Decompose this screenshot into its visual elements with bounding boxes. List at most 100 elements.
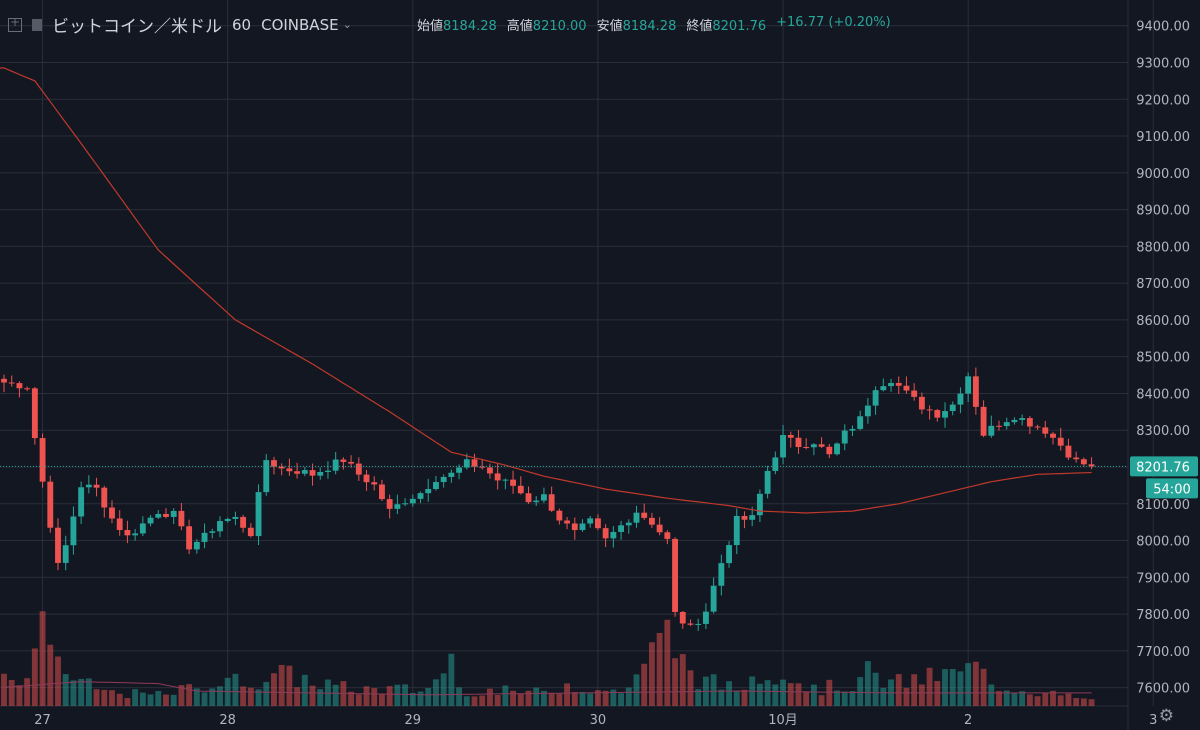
moving-average-line bbox=[0, 67, 1092, 514]
candle-body bbox=[247, 527, 254, 537]
candle-body bbox=[301, 470, 308, 474]
candle-body bbox=[224, 518, 231, 522]
volume-bar bbox=[710, 674, 717, 706]
volume-bar bbox=[625, 687, 632, 706]
volume-bar bbox=[109, 690, 115, 706]
candle-body bbox=[39, 438, 46, 482]
candle-body bbox=[340, 459, 347, 462]
volume-bar bbox=[1003, 690, 1010, 706]
candle-body bbox=[494, 473, 501, 481]
candle-body bbox=[787, 434, 794, 438]
gear-icon[interactable]: ⚙ bbox=[1158, 706, 1174, 726]
candle-body bbox=[718, 563, 725, 586]
candle-body bbox=[1088, 464, 1095, 467]
volume-bar bbox=[255, 689, 262, 706]
volume-bar bbox=[294, 687, 301, 706]
volume-bar bbox=[556, 693, 563, 706]
x-tick-label: 27 bbox=[34, 713, 51, 728]
volume-bar bbox=[278, 664, 285, 706]
candle-body bbox=[826, 446, 833, 455]
volume-bar bbox=[733, 690, 740, 706]
expand-icon[interactable] bbox=[8, 15, 22, 32]
candle-body bbox=[309, 470, 316, 476]
volume-bar bbox=[772, 684, 779, 706]
candle-body bbox=[810, 444, 817, 448]
volume-bar bbox=[903, 687, 910, 706]
volume-bar bbox=[972, 661, 979, 706]
volume-bar bbox=[147, 694, 154, 706]
x-tick-label: 28 bbox=[219, 713, 236, 728]
last-price-badge bbox=[1130, 456, 1198, 477]
volume-bar bbox=[417, 691, 424, 706]
volume-bar bbox=[1011, 692, 1018, 706]
volume-bar bbox=[1026, 694, 1033, 706]
high-label: 高値 bbox=[506, 19, 533, 34]
flag-icon[interactable] bbox=[32, 18, 42, 31]
volume-bar bbox=[85, 678, 92, 706]
candle-body bbox=[795, 437, 802, 448]
candle-body bbox=[672, 538, 678, 612]
volume-bar bbox=[186, 684, 193, 706]
y-tick-label: 8500.00 bbox=[1136, 351, 1190, 366]
candle-body bbox=[178, 510, 185, 527]
volume-bar bbox=[857, 677, 864, 706]
candle-body bbox=[394, 504, 401, 509]
candle-body bbox=[440, 476, 447, 483]
volume-bar bbox=[918, 684, 925, 706]
candle-body bbox=[602, 528, 609, 539]
candle-body bbox=[957, 393, 964, 405]
candle-body bbox=[379, 484, 385, 500]
candle-body bbox=[31, 388, 38, 439]
volume-bar bbox=[579, 692, 586, 706]
volume-bar bbox=[201, 692, 208, 706]
y-tick-label: 8600.00 bbox=[1136, 314, 1190, 329]
chevron-down-icon[interactable]: ⌄ bbox=[342, 18, 352, 31]
symbol-name[interactable]: ビットコイン／米ドル bbox=[52, 17, 222, 37]
candle-body bbox=[872, 390, 879, 406]
x-tick-label: 2 bbox=[964, 713, 972, 728]
exchange-label[interactable]: COINBASE bbox=[261, 15, 339, 34]
volume-bar bbox=[386, 686, 393, 706]
candle-body bbox=[679, 611, 686, 624]
chart-header: ビットコイン／米ドル 60 COINBASE ⌄ bbox=[8, 12, 352, 37]
candle-body bbox=[517, 485, 524, 494]
candle-body bbox=[702, 611, 709, 624]
candle-body bbox=[62, 545, 69, 563]
candle-body bbox=[587, 518, 594, 524]
candle-body bbox=[8, 382, 15, 384]
candle-body bbox=[942, 411, 948, 418]
candle-body bbox=[648, 517, 655, 525]
volume-bar bbox=[756, 683, 763, 706]
x-tick-label: 10月 bbox=[768, 713, 798, 728]
volume-bar bbox=[602, 690, 609, 706]
candle-body bbox=[695, 623, 702, 625]
volume-bar bbox=[93, 689, 100, 706]
low-value: 8184.28 bbox=[622, 19, 677, 34]
volume-bar bbox=[949, 669, 956, 706]
candle-body bbox=[170, 510, 177, 517]
candle-body bbox=[1034, 426, 1041, 428]
ohlc-legend: 始値8184.28 高値8210.00 安値8184.28 終値8201.76 … bbox=[417, 15, 891, 34]
volume-bar bbox=[456, 687, 463, 706]
candle-body bbox=[371, 482, 378, 485]
candle-body bbox=[78, 487, 85, 517]
volume-bar bbox=[271, 673, 277, 706]
open-value: 8184.28 bbox=[443, 19, 497, 34]
candle-body bbox=[687, 623, 694, 625]
volume-bar bbox=[409, 692, 416, 706]
candle-body bbox=[733, 515, 740, 546]
high-value: 8210.00 bbox=[532, 19, 587, 34]
volume-bar bbox=[571, 692, 578, 706]
volume-bar bbox=[1019, 691, 1026, 706]
candle-body bbox=[849, 428, 856, 431]
interval-label[interactable]: 60 bbox=[232, 15, 252, 34]
candle-body bbox=[965, 376, 972, 394]
volume-bar bbox=[371, 688, 378, 706]
candle-body bbox=[1003, 422, 1010, 427]
candle-body bbox=[425, 488, 432, 494]
volume-bar bbox=[926, 667, 933, 706]
volume-bar bbox=[587, 693, 594, 706]
volume-bar bbox=[695, 689, 702, 706]
volume-bar bbox=[101, 689, 108, 706]
